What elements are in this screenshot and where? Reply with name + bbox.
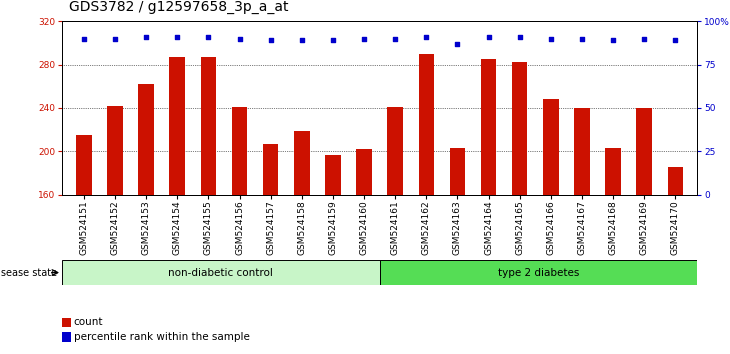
Point (576, 36, 588, 41)
Bar (169, 57, 185, 195)
Point (669, 38, 681, 43)
Point (265, 38, 277, 43)
Bar (481, 59, 496, 195)
Bar (512, 62, 528, 195)
Point (140, 34, 152, 40)
Bar (605, 148, 621, 195)
Point (78, 36, 90, 41)
FancyBboxPatch shape (62, 260, 380, 285)
Bar (575, 108, 590, 195)
Bar (263, 144, 278, 195)
Point (110, 36, 121, 41)
Text: count: count (74, 318, 103, 327)
Bar (543, 99, 558, 195)
Point (420, 34, 432, 40)
Bar (76, 135, 92, 195)
Point (514, 34, 526, 40)
FancyBboxPatch shape (380, 260, 697, 285)
Bar (231, 107, 247, 195)
Point (358, 36, 370, 41)
Bar (201, 57, 216, 195)
Point (327, 38, 339, 43)
Point (202, 34, 214, 40)
Point (296, 38, 307, 43)
Point (607, 38, 619, 43)
Bar (356, 149, 372, 195)
Bar (325, 155, 341, 195)
Bar (418, 54, 434, 195)
Bar (107, 106, 123, 195)
Point (234, 36, 245, 41)
Text: percentile rank within the sample: percentile rank within the sample (74, 332, 250, 342)
Text: GDS3782 / g12597658_3p_a_at: GDS3782 / g12597658_3p_a_at (69, 0, 289, 14)
Bar (637, 108, 652, 195)
Bar (138, 84, 154, 195)
Bar (388, 107, 403, 195)
Point (545, 36, 557, 41)
Bar (294, 131, 310, 195)
Bar (450, 148, 465, 195)
Text: non-diabetic control: non-diabetic control (169, 268, 273, 278)
Point (389, 36, 401, 41)
Point (452, 41, 464, 47)
Point (172, 34, 183, 40)
Point (483, 34, 494, 40)
Text: disease state: disease state (0, 268, 57, 278)
Point (639, 36, 650, 41)
Bar (667, 166, 683, 195)
Text: type 2 diabetes: type 2 diabetes (498, 268, 579, 278)
